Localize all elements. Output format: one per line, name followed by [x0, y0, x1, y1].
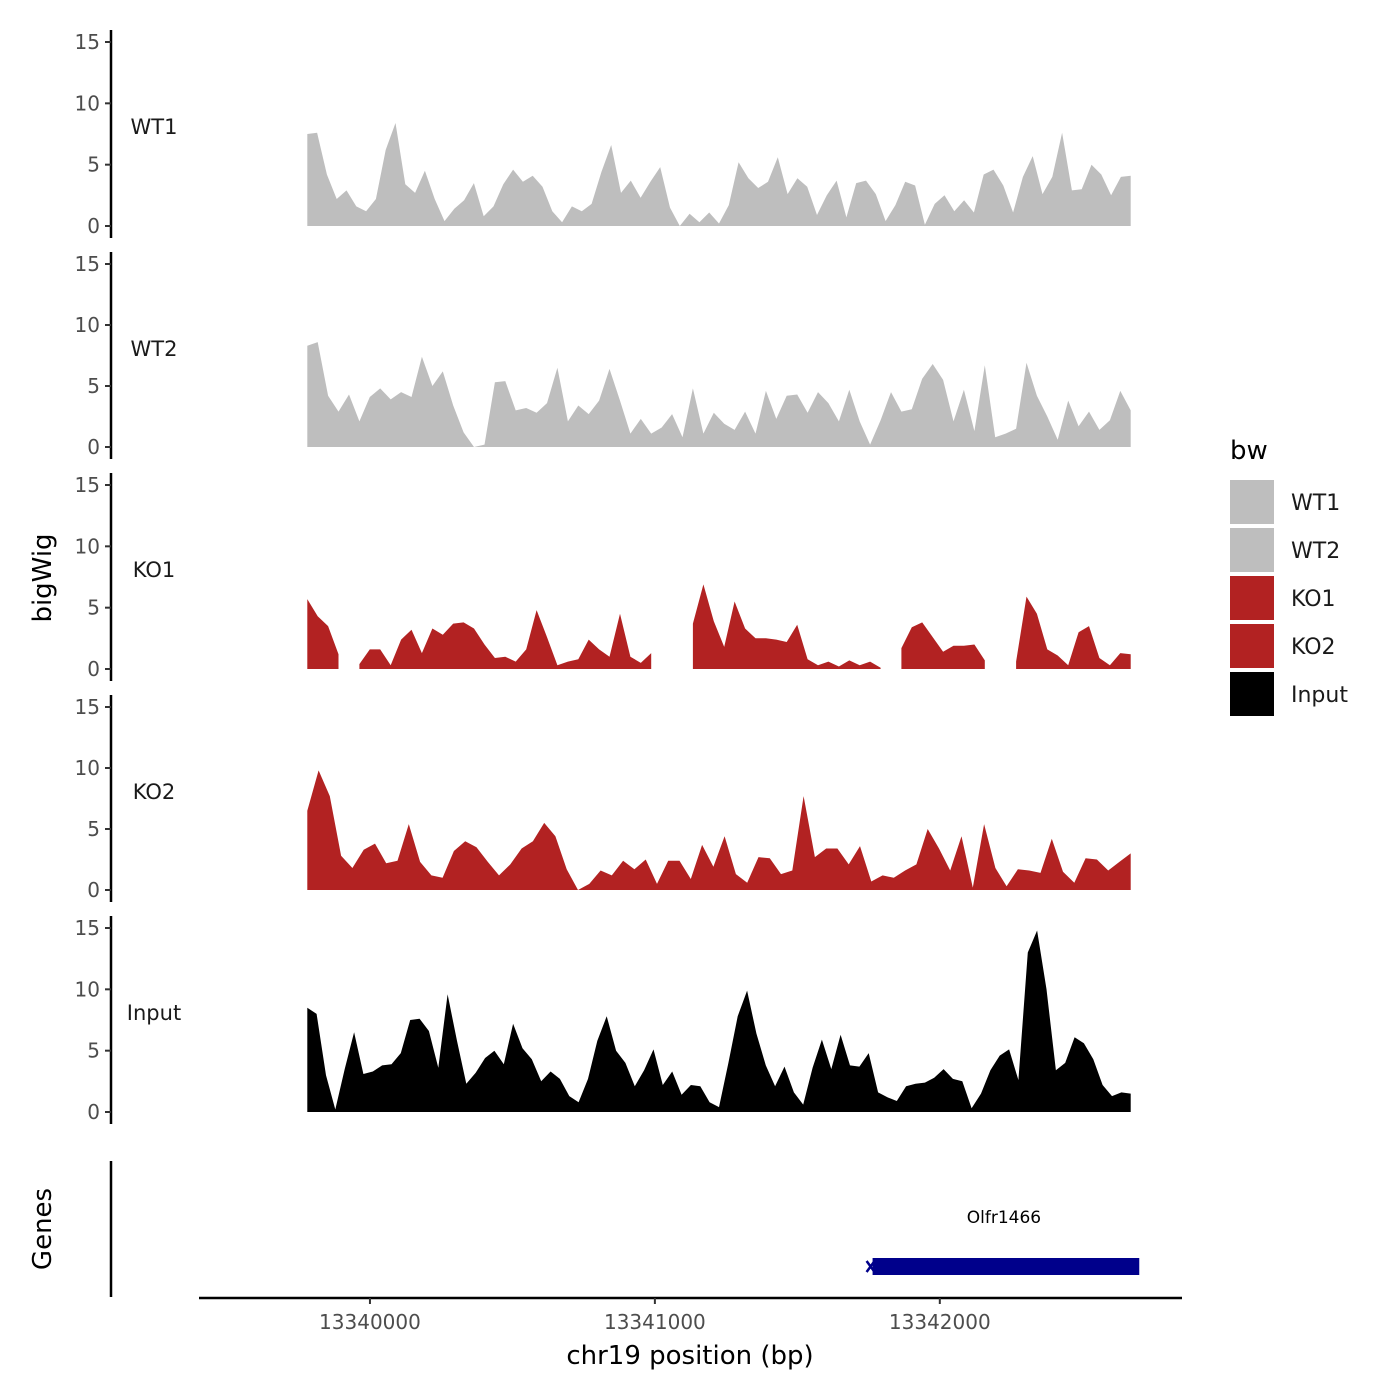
- y-tick-label: 15: [75, 30, 100, 54]
- signal-area-wt2: [307, 342, 1131, 447]
- y-tick-label: 0: [87, 1100, 100, 1124]
- x-axis-title: chr19 position (bp): [566, 1341, 813, 1371]
- track-wt1: 0 5 10 15 WT1: [75, 30, 1131, 238]
- legend-swatch: [1230, 480, 1274, 524]
- y-tick-label: 0: [87, 878, 100, 902]
- signal-area-input: [307, 930, 1131, 1112]
- legend-swatch: [1230, 528, 1274, 572]
- signal-area-wt1: [307, 123, 1131, 226]
- y-tick-label: 5: [87, 596, 100, 620]
- legend-label: KO2: [1291, 635, 1336, 660]
- track-ko1: 0 5 10 15 KO1: [75, 473, 1131, 681]
- y-tick-label: 15: [75, 252, 100, 276]
- y-tick-label: 10: [75, 91, 100, 115]
- y-axis-title: bigWig: [28, 533, 58, 622]
- signal-area-ko1: [307, 599, 339, 669]
- legend-item-wt1: WT1: [1230, 480, 1340, 524]
- y-tick-label: 15: [75, 916, 100, 940]
- legend-label: WT1: [1291, 491, 1340, 516]
- signal-area-ko1: [692, 584, 881, 669]
- x-axis: 13340000 13341000 13342000 chr19 position …: [199, 1296, 1182, 1371]
- y-tick-label: 10: [75, 313, 100, 337]
- x-axis-ticks: 13340000 13341000 13342000: [319, 1298, 991, 1334]
- track-input: 0 5 10 15 Input: [75, 916, 1131, 1124]
- gene-body: [872, 1258, 1140, 1275]
- x-tick-label: 13342000: [889, 1310, 991, 1334]
- legend-item-ko2: KO2: [1230, 624, 1336, 668]
- signal-area-ko1: [359, 610, 652, 669]
- legend-item-ko1: KO1: [1230, 576, 1336, 620]
- legend-item-wt2: WT2: [1230, 528, 1340, 572]
- y-tick-label: 0: [87, 214, 100, 238]
- y-tick-label: 10: [75, 977, 100, 1001]
- genes-panel: Genes Olfr1466: [28, 1161, 1140, 1297]
- track-label-ko2: KO2: [133, 780, 176, 804]
- genes-axis-title: Genes: [28, 1188, 58, 1270]
- legend-swatch: [1230, 624, 1274, 668]
- x-tick-label: 13340000: [319, 1310, 421, 1334]
- signal-area-ko2: [307, 770, 1131, 890]
- y-tick-label: 5: [87, 374, 100, 398]
- y-tick-label: 0: [87, 435, 100, 459]
- track-label-wt1: WT1: [131, 115, 178, 139]
- track-ko2: 0 5 10 15 KO2: [75, 695, 1131, 902]
- y-tick-label: 10: [75, 534, 100, 558]
- legend-label: WT2: [1291, 539, 1340, 564]
- legend: bw WT1 WT2 KO1 KO2 Input: [1230, 436, 1348, 716]
- legend-swatch: [1230, 576, 1274, 620]
- y-tick-label: 10: [75, 756, 100, 780]
- y-tick-label: 15: [75, 695, 100, 719]
- gene-strand-marker: [865, 1260, 876, 1273]
- legend-label: Input: [1291, 683, 1348, 708]
- track-wt2: 0 5 10 15 WT2: [75, 252, 1131, 459]
- y-tick-label: 5: [87, 817, 100, 841]
- legend-swatch: [1230, 672, 1274, 716]
- legend-title: bw: [1230, 436, 1268, 466]
- gene-olfr1466: Olfr1466: [865, 1208, 1140, 1275]
- gene-annotations: Olfr1466: [865, 1208, 1140, 1275]
- y-tick-label: 0: [87, 657, 100, 681]
- signal-area-ko1: [901, 622, 985, 669]
- legend-item-input: Input: [1230, 672, 1348, 716]
- x-tick-label: 13341000: [604, 1310, 706, 1334]
- y-tick-label: 5: [87, 153, 100, 177]
- signal-area-ko1: [1016, 596, 1131, 669]
- track-label-ko1: KO1: [133, 558, 176, 582]
- bigwig-tracks: 0 5 10 15 WT1 0 5 10 15 WT2 0 5 10 15 KO1 0 5 10 15 KO2 0 5 10…: [75, 30, 1131, 1124]
- y-tick-label: 5: [87, 1039, 100, 1063]
- track-label-input: Input: [127, 1001, 181, 1025]
- legend-label: KO1: [1291, 587, 1336, 612]
- track-label-wt2: WT2: [131, 337, 178, 361]
- y-tick-label: 15: [75, 473, 100, 497]
- gene-label: Olfr1466: [967, 1208, 1041, 1228]
